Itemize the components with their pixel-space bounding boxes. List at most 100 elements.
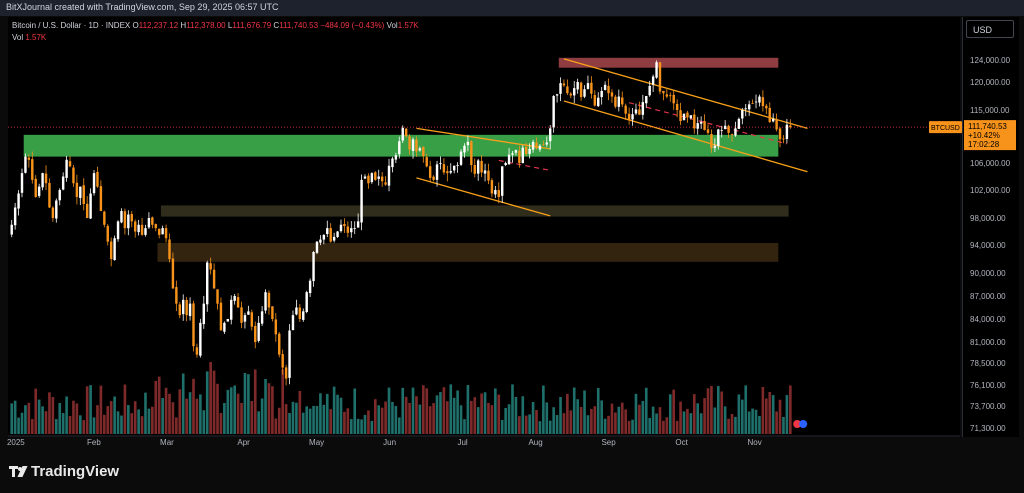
plot-area[interactable] xyxy=(8,17,960,437)
volume-value: 1.57K xyxy=(25,33,47,42)
candle xyxy=(727,124,730,139)
symbol-title: Bitcoin / U.S. Dollar · 1D · INDEX xyxy=(12,21,131,30)
y-tick-label: 124,000.00 xyxy=(970,56,1011,65)
candle-body xyxy=(555,94,559,96)
volume-bar xyxy=(178,389,182,434)
candle xyxy=(209,257,212,275)
volume-bar xyxy=(411,387,415,434)
red-resistance-zone xyxy=(558,57,779,68)
candle-body xyxy=(274,319,278,335)
may-jul-midline xyxy=(498,159,551,172)
volume-bar xyxy=(531,401,535,434)
candle-body xyxy=(428,166,432,178)
volume-bar xyxy=(113,396,116,434)
volume-bar xyxy=(765,398,768,434)
candle-body xyxy=(267,292,271,308)
volume-bar xyxy=(37,399,41,434)
candle-body xyxy=(662,90,665,94)
candle-body xyxy=(271,306,274,319)
volume-bar xyxy=(548,420,552,434)
candle xyxy=(500,166,504,203)
candle-body xyxy=(418,148,422,151)
candle-body xyxy=(439,163,442,164)
candle xyxy=(597,92,600,108)
volume-bar xyxy=(696,403,700,434)
candle-body xyxy=(127,214,130,229)
candle xyxy=(435,160,439,187)
candle xyxy=(157,228,161,239)
volume-bar xyxy=(401,387,405,434)
candle xyxy=(758,94,761,107)
candle-body xyxy=(398,141,401,155)
volume-bar xyxy=(271,386,274,434)
volume-bar xyxy=(562,413,566,434)
volume-bar xyxy=(634,393,638,434)
volume-bar xyxy=(322,404,326,434)
candle xyxy=(459,149,463,167)
candle xyxy=(140,218,144,236)
candle-body xyxy=(775,119,778,130)
candle xyxy=(144,224,147,237)
candle xyxy=(669,92,672,102)
volume-bar xyxy=(778,399,782,434)
candle-body xyxy=(422,146,425,156)
candle-body xyxy=(367,175,370,184)
candle xyxy=(490,178,494,198)
candle xyxy=(154,223,157,232)
volume-bar xyxy=(521,396,525,434)
volume-bar xyxy=(394,405,398,434)
volume-bar xyxy=(603,418,607,434)
candle-body xyxy=(545,142,549,145)
y-tick-label: 98,000.00 xyxy=(970,214,1006,223)
candle-body xyxy=(699,122,703,124)
candle xyxy=(363,174,367,180)
volume-bar xyxy=(723,406,727,434)
candle-body xyxy=(528,148,531,154)
candle xyxy=(106,223,109,246)
candle-body xyxy=(120,211,123,223)
volume-bar xyxy=(651,406,655,434)
candle-body xyxy=(212,269,216,289)
volume-bar xyxy=(10,403,14,434)
candle xyxy=(439,156,442,170)
candle xyxy=(188,297,192,321)
price-axis-panel[interactable] xyxy=(962,17,1019,437)
volume-bar xyxy=(175,417,178,434)
volume-bar xyxy=(751,408,754,434)
price-tag-change: +10.42% xyxy=(968,131,1000,140)
currency-button[interactable]: USD xyxy=(966,20,1014,38)
candle-body xyxy=(209,263,212,270)
may-jul-channel-lower xyxy=(416,177,551,217)
y-tick-label: 106,000.00 xyxy=(970,159,1011,168)
candle-body xyxy=(531,141,535,150)
candle xyxy=(514,149,518,156)
volume-bar xyxy=(72,400,75,434)
volume-bar xyxy=(85,386,89,434)
candle-body xyxy=(480,161,483,173)
volume-bar xyxy=(305,406,309,434)
candle-body xyxy=(37,186,41,196)
volume-bar xyxy=(325,393,329,434)
candle xyxy=(116,220,120,242)
candle xyxy=(130,211,133,228)
candle xyxy=(610,89,614,103)
volume-bar xyxy=(699,413,703,434)
candle xyxy=(782,135,785,144)
volume-bar xyxy=(404,396,408,434)
volume-bar xyxy=(511,384,514,434)
volume-bar xyxy=(346,408,350,434)
candle xyxy=(545,136,549,147)
candle xyxy=(525,142,528,157)
candle xyxy=(48,178,51,208)
volume-bar xyxy=(288,413,291,434)
candle xyxy=(31,151,34,184)
candle xyxy=(645,95,648,108)
candle xyxy=(82,178,85,211)
y-tick-label: 78,500.00 xyxy=(970,359,1006,368)
volume-bar xyxy=(425,388,429,434)
candle xyxy=(617,89,621,112)
volume-bar xyxy=(373,399,377,434)
candle xyxy=(44,165,48,191)
tradingview-logo[interactable]: TradingView xyxy=(9,463,119,480)
